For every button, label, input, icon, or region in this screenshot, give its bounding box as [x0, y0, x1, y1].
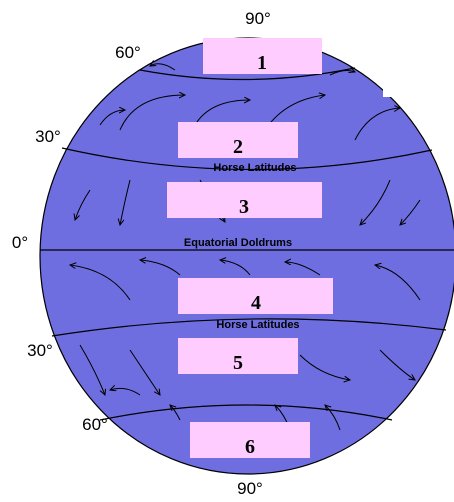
box-number: 2 — [233, 136, 243, 158]
latitude-label: 30° — [35, 127, 61, 146]
box-number: 4 — [251, 292, 261, 314]
box-number: 1 — [257, 52, 267, 74]
answer-box[interactable] — [190, 422, 310, 458]
latitude-label: 60° — [82, 415, 108, 434]
answer-box[interactable] — [203, 38, 322, 74]
zone-label: Horse Latitudes — [216, 319, 299, 331]
zone-label: Horse Latitudes — [213, 162, 296, 174]
latitude-label: 90° — [245, 9, 271, 28]
latitude-label: 30° — [27, 341, 53, 360]
latitude-label: 90° — [237, 479, 263, 498]
answer-boxes: 1 2 3 4 5 6 — [167, 38, 333, 458]
box-number: 5 — [233, 352, 243, 374]
answer-box[interactable] — [167, 182, 322, 218]
latitude-label: 60° — [115, 43, 141, 62]
box-number: 6 — [245, 436, 255, 458]
latitude-label: 0° — [12, 233, 28, 252]
cover-patch — [383, 25, 454, 97]
box-number: 3 — [239, 196, 249, 218]
answer-box[interactable] — [178, 122, 298, 158]
globe — [39, 37, 454, 475]
zone-label: Equatorial Doldrums — [184, 237, 292, 249]
wind-arrows — [70, 64, 421, 431]
belt-lines — [40, 67, 454, 421]
answer-box[interactable] — [178, 278, 333, 314]
answer-box[interactable] — [178, 338, 298, 374]
